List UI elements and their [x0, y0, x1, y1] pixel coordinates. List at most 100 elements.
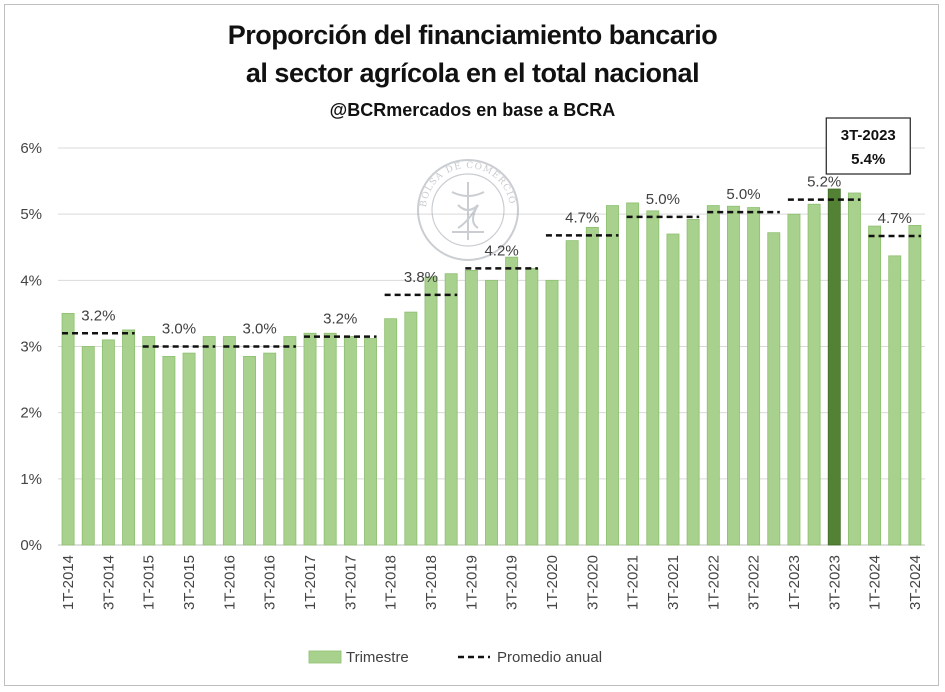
bar	[81, 346, 95, 546]
bar	[585, 226, 599, 546]
bar	[444, 273, 458, 546]
annual-average-label: 3.8%	[404, 269, 438, 286]
watermark-seal: BOLSA DE COMERCIO DE ROSARIO	[0, 0, 519, 261]
bar	[202, 336, 216, 546]
y-tick-label: 2%	[20, 405, 42, 422]
bar	[101, 339, 115, 546]
bar	[847, 192, 861, 546]
bar	[182, 352, 196, 546]
bar	[122, 329, 136, 546]
bar	[323, 332, 337, 546]
chart-subtitle: @BCRmercados en base a BCRA	[329, 100, 616, 120]
x-tick-label: 1T-2018	[383, 555, 400, 610]
x-tick-label: 1T-2021	[625, 555, 642, 610]
x-tick-label: 1T-2016	[221, 555, 238, 610]
bar-series	[61, 188, 922, 546]
bar	[908, 225, 922, 546]
x-tick-label: 1T-2014	[60, 555, 77, 610]
bar	[505, 256, 519, 546]
x-tick-label: 3T-2024	[907, 555, 924, 610]
bar	[424, 276, 438, 546]
bar	[485, 279, 498, 546]
legend-swatch-bar	[308, 650, 342, 664]
x-tick-label: 1T-2020	[544, 555, 561, 610]
bar	[364, 338, 377, 546]
annual-average-label: 4.7%	[878, 210, 912, 227]
annual-average-label: 3.0%	[162, 321, 196, 338]
bar	[727, 205, 740, 546]
seal-caduceus-icon	[451, 182, 485, 240]
callout-label-value: 5.4%	[851, 151, 885, 168]
bar	[61, 313, 75, 546]
bar	[283, 336, 297, 546]
chart-title-line1: Proporción del financiamiento bancario	[227, 20, 718, 50]
annual-average-label: 5.0%	[646, 191, 680, 208]
x-tick-label: 3T-2017	[342, 555, 359, 610]
annual-average-label: 4.2%	[484, 242, 518, 259]
y-tick-label: 0%	[20, 537, 42, 554]
svg-text:BOLSA DE COMERCIO DE ROSARIO: BOLSA DE COMERCIO DE ROSARIO	[0, 0, 517, 209]
highlight-callout: 3T-2023 5.4%	[825, 117, 911, 175]
x-tick-label: 3T-2023	[826, 555, 843, 610]
bar	[303, 332, 317, 546]
y-tick-label: 4%	[20, 272, 42, 289]
legend-label-bar: Trimestre	[346, 649, 409, 666]
x-tick-label: 1T-2015	[141, 555, 158, 610]
annual-average-label: 3.2%	[323, 311, 357, 328]
x-tick-label: 3T-2020	[584, 555, 601, 610]
bar	[626, 202, 640, 546]
bar	[384, 318, 398, 546]
bar	[222, 336, 236, 546]
x-tick-label: 1T-2024	[867, 555, 884, 610]
bar	[767, 232, 781, 546]
x-tick-label: 3T-2018	[423, 555, 440, 610]
bar	[868, 225, 882, 546]
seal-inner-ring	[431, 173, 505, 247]
x-tick-label: 1T-2022	[705, 555, 722, 610]
bar-highlight	[827, 188, 841, 546]
x-tick-label: 3T-2015	[181, 555, 198, 610]
bar	[464, 270, 478, 546]
y-axis: 0% 1% 2% 3% 4% 5% 6%	[20, 140, 42, 554]
annual-average-label: 4.7%	[565, 209, 599, 226]
bar	[787, 213, 801, 546]
bar	[565, 240, 579, 546]
annual-average-label: 3.0%	[243, 321, 277, 338]
legend-label-line: Promedio anual	[497, 649, 602, 666]
bar	[243, 356, 256, 546]
bar	[888, 255, 902, 546]
y-tick-label: 6%	[20, 140, 42, 157]
y-tick-label: 5%	[20, 206, 42, 223]
x-tick-label: 3T-2021	[665, 555, 682, 610]
annual-average-label: 5.0%	[726, 186, 760, 203]
y-tick-label: 3%	[20, 339, 42, 356]
bar	[807, 203, 821, 546]
annual-average-label: 5.2%	[807, 174, 841, 191]
legend: Trimestre Promedio anual	[308, 649, 602, 666]
y-tick-label: 1%	[20, 471, 42, 488]
bar	[706, 205, 720, 546]
bar	[747, 207, 761, 546]
annual-average-lines: 3.2% 3.0% 3.0% 3.2% 3.8% 4.2% 4.7% 5.0% 5.0% 5.2%…	[62, 174, 921, 348]
x-tick-label: 3T-2014	[100, 555, 117, 610]
bar	[404, 311, 418, 546]
x-tick-label: 3T-2019	[504, 555, 521, 610]
bar	[666, 233, 680, 546]
bar	[263, 352, 277, 546]
bar	[343, 336, 357, 546]
chart-title-line2: al sector agrícola en el total nacional	[245, 58, 700, 88]
x-tick-label: 1T-2019	[463, 555, 480, 610]
bar	[545, 279, 559, 546]
x-tick-label: 1T-2023	[786, 555, 803, 610]
x-tick-label: 3T-2022	[746, 555, 763, 610]
bar	[162, 356, 176, 546]
bar	[686, 219, 700, 546]
callout-label-period: 3T-2023	[841, 127, 896, 144]
callout-box	[825, 117, 911, 175]
annual-average-label: 3.2%	[81, 307, 115, 324]
watermark-text: BOLSA DE COMERCIO DE ROSARIO	[0, 0, 516, 209]
bar	[142, 336, 156, 546]
bar	[606, 205, 619, 546]
seal-outer-ring	[417, 159, 519, 261]
